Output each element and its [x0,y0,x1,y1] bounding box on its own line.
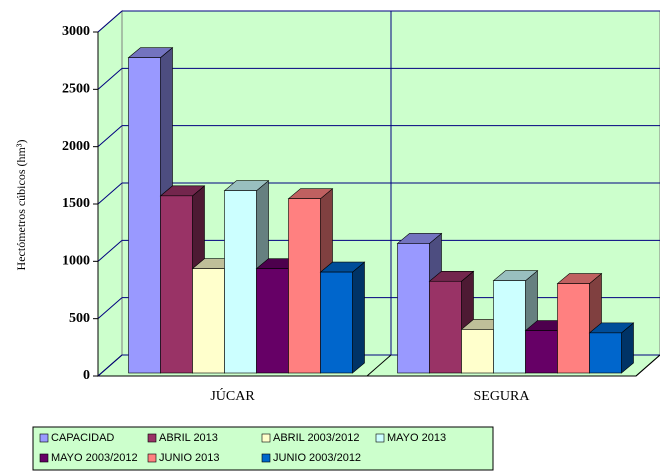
y-tick-label: 500 [69,311,90,326]
bar-front [429,280,462,374]
bar [127,47,174,374]
legend-swatch [261,433,271,443]
bar-front [288,198,321,374]
y-tick-label: 0 [83,368,90,383]
legend-swatch [147,433,157,443]
floor-edge [635,354,660,377]
legend-swatch [39,433,49,443]
grid-line [97,182,123,205]
y-tick-label: 1000 [62,254,90,269]
bar-side [352,261,365,374]
bar-front [128,57,161,374]
bar-front [224,190,257,374]
grid-line [97,239,123,262]
legend-label: MAYO 2013 [387,432,446,444]
bar-front [320,271,353,374]
bar-front [256,268,289,374]
legend-label: ABRIL 2003/2012 [273,432,359,444]
grid-line [97,297,123,320]
grid-line [97,67,123,90]
bar [556,272,603,374]
bar-front [192,268,225,374]
legend-label: ABRIL 2013 [159,432,218,444]
grid-line [97,125,123,148]
legend-label: MAYO 2003/2012 [51,452,138,464]
bar [588,322,635,374]
legend-swatch [147,453,157,463]
y-axis-label: Hectómetros cúbicos (hm³) [14,140,28,271]
legend-label: JUNIO 2013 [159,452,220,464]
bar-front [461,329,494,374]
category-divider [366,354,392,377]
bar-front [525,330,558,374]
bar-front [160,195,193,374]
y-tick-label: 3000 [62,24,90,39]
legend-label: CAPACIDAD [51,432,114,444]
y-tick-label: 2500 [62,82,90,97]
x-tick-label: JÚCAR [210,387,255,404]
bar [319,261,366,374]
y-tick-label: 2000 [62,139,90,154]
legend-swatch [39,453,49,463]
legend-swatch [261,453,271,463]
bar-front [589,332,622,374]
grid-line [97,10,123,33]
legend-swatch [375,433,385,443]
bar-front [557,283,590,374]
grid-line [97,354,123,377]
bar-front [397,243,430,374]
bar-front [493,280,526,374]
bar [492,270,539,374]
legend-label: JUNIO 2003/2012 [273,452,361,464]
y-tick-label: 1500 [62,196,90,211]
legend [32,426,494,471]
x-tick-label: SEGURA [473,389,530,404]
